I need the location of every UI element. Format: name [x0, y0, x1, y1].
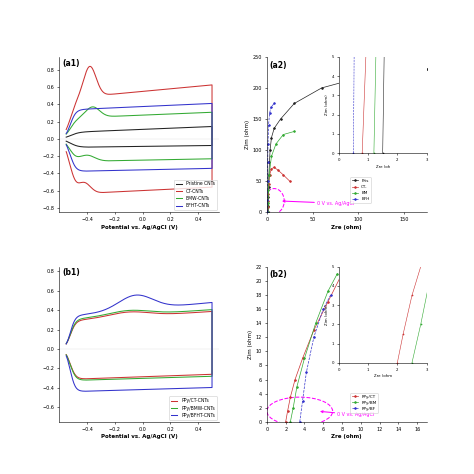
X-axis label: Potential vs. Ag/AgCl (V): Potential vs. Ag/AgCl (V) [101, 435, 177, 439]
Text: 0 V vs. Ag/AgCl: 0 V vs. Ag/AgCl [283, 200, 355, 206]
X-axis label: Zre (ohm): Zre (ohm) [331, 225, 362, 230]
X-axis label: Potential vs. Ag/AgCl (V): Potential vs. Ag/AgCl (V) [101, 225, 177, 230]
Legend: PPy/CT-CNTs, PPy/BMW-CNTs, PPy/BFHT-CNTs: PPy/CT-CNTs, PPy/BMW-CNTs, PPy/BFHT-CNTs [169, 396, 217, 419]
Text: (a2): (a2) [270, 61, 287, 70]
Text: (b1): (b1) [62, 268, 80, 277]
Legend: PPy/CT, PPy/BM, PPy/BF: PPy/CT, PPy/BM, PPy/BF [350, 393, 378, 412]
X-axis label: Zre (ohm): Zre (ohm) [331, 435, 362, 439]
Legend: Pris, CT-, BM, BFH: Pris, CT-, BM, BFH [350, 177, 371, 203]
Y-axis label: Zim (ohm): Zim (ohm) [245, 120, 250, 149]
Text: (b2): (b2) [270, 270, 287, 279]
Legend: Pristine CNTs, CT-CNTs, BMW-CNTs, BFHT-CNTs: Pristine CNTs, CT-CNTs, BMW-CNTs, BFHT-C… [173, 180, 217, 210]
Y-axis label: Zim (ohm): Zim (ohm) [248, 329, 253, 359]
Text: (a1): (a1) [62, 59, 80, 68]
Text: 0 V vs. Ag/AgCl: 0 V vs. Ag/AgCl [321, 410, 374, 417]
